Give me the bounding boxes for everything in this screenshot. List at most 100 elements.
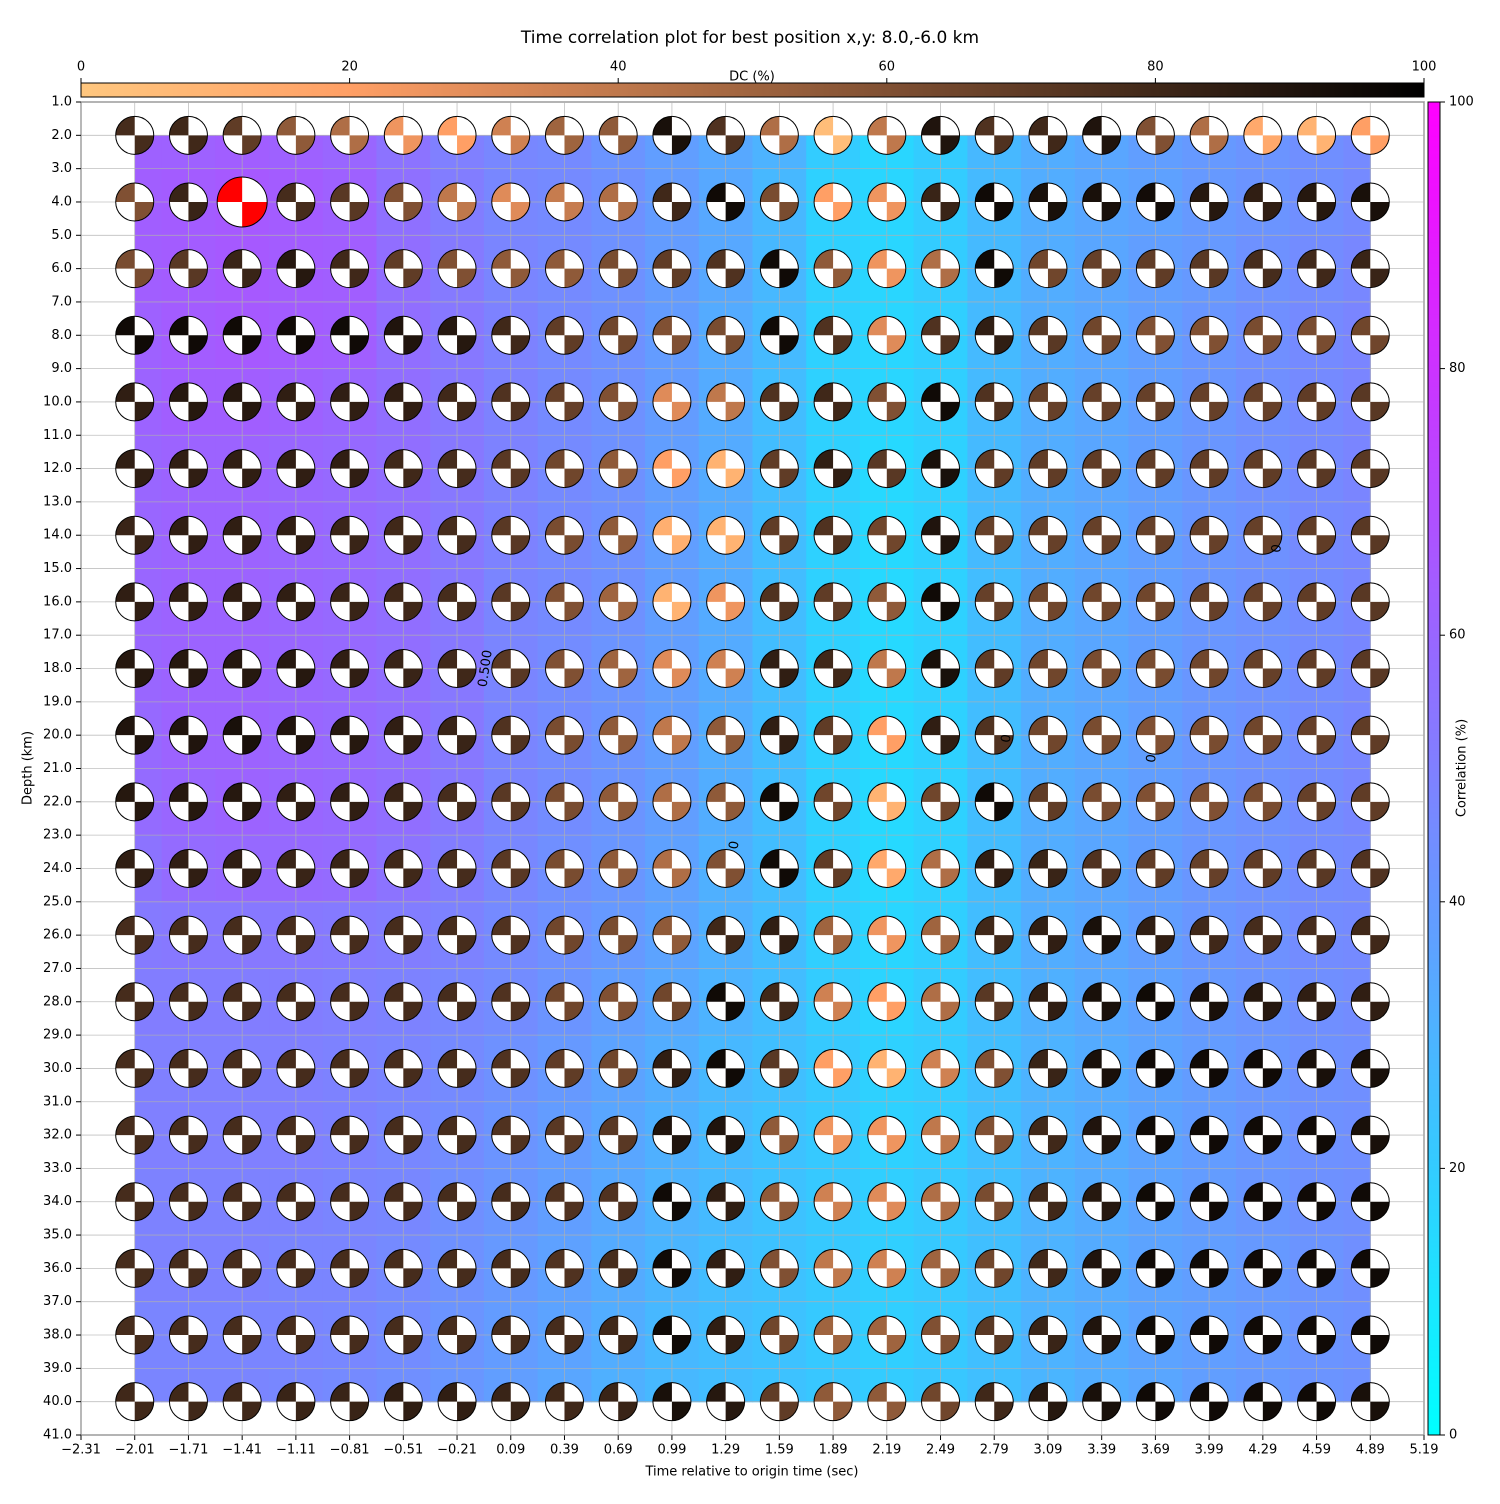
beachball: [1351, 582, 1390, 621]
beachball-outline: [544, 449, 584, 489]
beachball-outline: [652, 1182, 692, 1222]
beachball-outline: [276, 649, 316, 689]
beachball-outline: [168, 1115, 208, 1155]
x-tick-label: 4.59: [1302, 1443, 1331, 1458]
beachball: [545, 649, 584, 688]
beachball: [545, 582, 584, 621]
beachball-outline: [1028, 182, 1068, 222]
beachball-outline: [168, 515, 208, 555]
beachball-outline: [276, 249, 316, 289]
beachball: [1190, 1182, 1229, 1221]
beachball-outline: [1243, 115, 1283, 155]
beachball: [384, 516, 423, 555]
beachball: [1243, 782, 1282, 821]
beachball: [384, 382, 423, 421]
beachball-outline: [1243, 782, 1283, 822]
beachball: [438, 1249, 477, 1288]
beachball: [1297, 182, 1336, 221]
beachball: [867, 982, 906, 1021]
beachball: [1351, 849, 1390, 888]
y-tick-label: 9.0: [51, 361, 72, 376]
colorbar-tick-label: 20: [1449, 1161, 1466, 1176]
y-tick-label: 28.0: [43, 994, 72, 1009]
beachball-outline: [867, 249, 907, 289]
beachball: [438, 1049, 477, 1088]
beachball-outline: [1350, 1382, 1390, 1422]
beachball: [223, 1049, 262, 1088]
beachball-outline: [276, 1382, 316, 1422]
beachball-outline: [867, 382, 907, 422]
beachball-outline: [330, 249, 370, 289]
beachball-outline: [1135, 1248, 1175, 1288]
x-tick-label: 0.39: [550, 1443, 579, 1458]
beachball-outline: [1350, 715, 1390, 755]
beachball-outline: [759, 449, 799, 489]
beachball: [1136, 649, 1175, 688]
beachball: [1297, 516, 1336, 555]
beachball: [814, 382, 853, 421]
beachball-outline: [598, 515, 638, 555]
y-tick-label: 27.0: [43, 961, 72, 976]
beachball-outline: [759, 1115, 799, 1155]
beachball: [599, 916, 638, 955]
beachball: [1297, 1182, 1336, 1221]
beachball-outline: [652, 449, 692, 489]
beachball-outline: [1350, 1315, 1390, 1355]
beachball-outline: [759, 515, 799, 555]
beachball: [814, 649, 853, 688]
beachball: [921, 116, 960, 155]
beachball-outline: [1028, 1115, 1068, 1155]
beachball-outline: [168, 782, 208, 822]
beachball-outline: [974, 1048, 1014, 1088]
y-tick-label: 30.0: [43, 1061, 72, 1076]
x-tick-label: 1.29: [711, 1443, 740, 1458]
beachball-outline: [706, 182, 746, 222]
beachball-outline: [1082, 515, 1122, 555]
beachball-outline: [1082, 249, 1122, 289]
beachball: [652, 182, 691, 221]
y-tick-label: 10.0: [43, 394, 72, 409]
beachball-outline: [383, 582, 423, 622]
beachball: [867, 182, 906, 221]
beachball-outline: [1189, 115, 1229, 155]
beachball-outline: [813, 382, 853, 422]
beachball: [169, 1049, 208, 1088]
beachball: [1297, 582, 1336, 621]
beachball-outline: [867, 782, 907, 822]
beachball-outline: [974, 449, 1014, 489]
beachball: [814, 249, 853, 288]
beachball: [115, 316, 154, 355]
beachball-outline: [598, 715, 638, 755]
beachball-outline: [168, 915, 208, 955]
x-tick-label: 3.69: [1141, 1443, 1170, 1458]
beachball: [223, 1116, 262, 1155]
beachball: [652, 916, 691, 955]
beachball: [1243, 449, 1282, 488]
beachball: [438, 182, 477, 221]
beachball: [1190, 782, 1229, 821]
beachball-outline: [759, 782, 799, 822]
beachball-outline: [1082, 449, 1122, 489]
y-tick-label: 38.0: [43, 1328, 72, 1343]
beachball: [491, 1249, 530, 1288]
beachball-outline: [813, 582, 853, 622]
beachball: [706, 1382, 745, 1421]
beachball-outline: [168, 182, 208, 222]
beachball: [1190, 316, 1229, 355]
beachball: [545, 182, 584, 221]
beachball-outline: [1297, 915, 1337, 955]
beachball: [545, 916, 584, 955]
beachball: [276, 1382, 315, 1421]
y-tick-label: 34.0: [43, 1194, 72, 1209]
beachball-outline: [437, 515, 477, 555]
beachball: [1082, 782, 1121, 821]
beachball-outline: [383, 982, 423, 1022]
beachball-outline: [867, 315, 907, 355]
beachball-outline: [759, 1315, 799, 1355]
beachball-outline: [706, 115, 746, 155]
beachball: [169, 849, 208, 888]
beachball-outline: [1028, 649, 1068, 689]
beachball: [1136, 1382, 1175, 1421]
beachball-outline: [330, 315, 370, 355]
beachball: [814, 782, 853, 821]
